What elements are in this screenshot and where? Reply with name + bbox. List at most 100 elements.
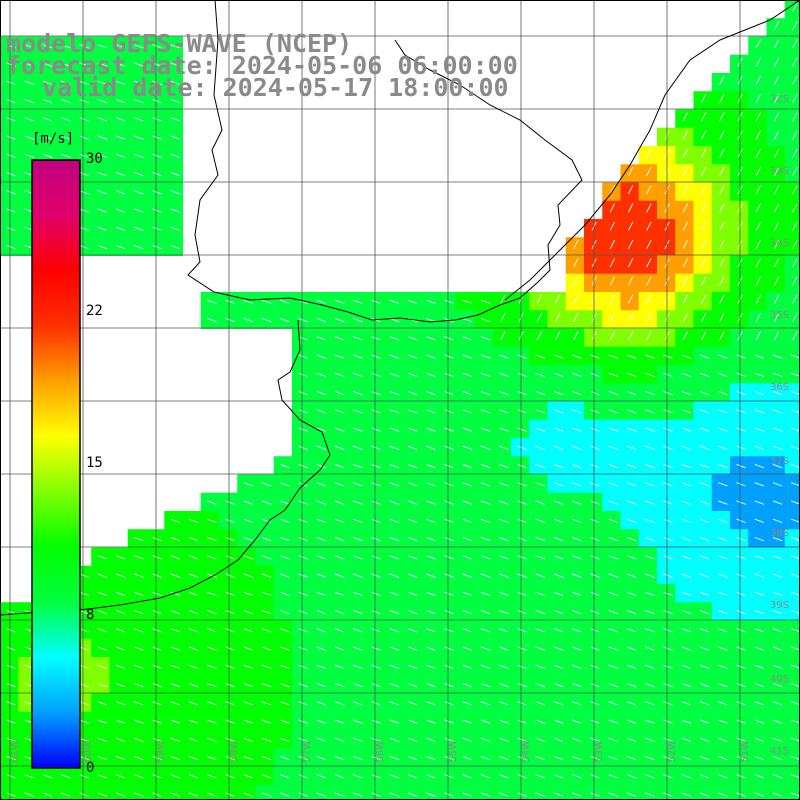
wind-arrow [61,98,71,104]
wind-arrow [553,409,564,414]
wind-arrow [353,317,363,323]
wind-arrow [298,573,308,578]
wind-arrow [791,792,800,797]
wind-arrow [791,755,800,761]
wind-arrow [700,312,707,323]
wind-cell [766,784,786,800]
wind-arrow [42,80,53,85]
wind-arrow [298,354,308,359]
wind-arrow [535,646,546,651]
wind-cell [273,784,293,800]
wind-arrow [663,628,673,633]
wind-arrow [389,737,400,742]
wind-arrow [791,372,800,377]
wind-arrow [608,518,619,523]
wind-cell [784,146,800,165]
wind-arrow [462,646,473,651]
wind-arrow [772,628,783,633]
lon-label-57w: 57W [302,740,313,763]
wind-arrow [609,221,615,231]
wind-cell [784,438,800,457]
wind-arrow [773,185,780,195]
wind-arrow [115,208,126,213]
wind-arrow [353,555,363,560]
wind-arrow [736,409,746,414]
wind-arrow [646,239,652,250]
wind-arrow [152,80,162,85]
wind-arrow [298,774,308,779]
wind-arrow [682,312,689,323]
wind-arrow [24,62,35,67]
wind-arrow [97,628,108,633]
wind-cell [784,383,800,402]
wind-arrow [334,628,345,633]
wind-arrow [499,774,509,779]
wind-arrow [480,774,491,779]
wind-arrow [79,792,89,797]
wind-arrow [626,500,637,505]
wind-arrow [97,190,108,195]
wind-arrow [700,331,707,341]
wind-arrow [553,719,564,724]
wind-arrow [699,482,710,487]
wind-arrow [681,390,692,396]
wind-arrow [755,93,762,104]
lon-label-54w: 54W [521,740,532,763]
wind-cell [784,0,800,19]
wind-arrow [608,536,619,542]
wind-arrow [462,336,473,341]
wind-arrow [792,221,798,231]
wind-arrow [609,239,616,250]
wind-arrow [553,628,564,633]
wind-arrow [773,239,780,250]
wind-arrow [207,719,217,724]
wind-arrow [699,701,710,706]
wind-arrow [572,482,582,487]
wind-arrow [682,148,688,158]
wind-arrow [298,518,308,523]
wind-arrow [535,682,546,688]
wind-arrow [608,755,619,761]
wind-arrow [772,445,783,450]
wind-arrow [645,518,655,523]
wind-arrow [572,518,582,523]
wind-arrow [517,500,527,505]
title-model: modelo GEFS-WAVE (NCEP) [6,29,353,58]
wind-arrow [626,354,637,359]
wind-arrow [115,171,126,177]
wind-arrow [681,518,692,523]
wind-arrow [134,135,144,140]
wind-arrow [572,354,582,359]
wind-arrow [608,737,619,742]
wind-arrow [115,135,126,140]
wind-arrow [115,190,126,195]
wind-arrow [663,701,673,706]
wind-cell [18,784,37,800]
wind-arrow [663,409,673,414]
wind-arrow [152,682,162,688]
wind-cell [127,784,147,800]
lat-label-41s: 41S [770,746,790,757]
wind-arrow [371,591,381,596]
wind-arrow [663,500,673,505]
wind-arrow [773,20,780,31]
wind-arrow [792,130,798,140]
wind-arrow [754,409,765,414]
wind-arrow [97,755,108,761]
wind-arrow [718,628,728,633]
wind-arrow [517,792,527,797]
wind-arrow [225,682,235,688]
wind-arrow [791,774,800,779]
wind-arrow [755,166,762,177]
wind-arrow [754,427,765,432]
wind-arrow [754,701,765,706]
coastline [187,0,583,323]
wind-arrow [298,427,308,432]
wind-arrow [353,354,363,359]
wind-arrow [535,755,546,761]
wind-cell [748,784,767,800]
wind-arrow [6,98,16,104]
wind-arrow [663,719,673,724]
wind-arrow [225,719,235,724]
wind-arrow [24,44,35,49]
